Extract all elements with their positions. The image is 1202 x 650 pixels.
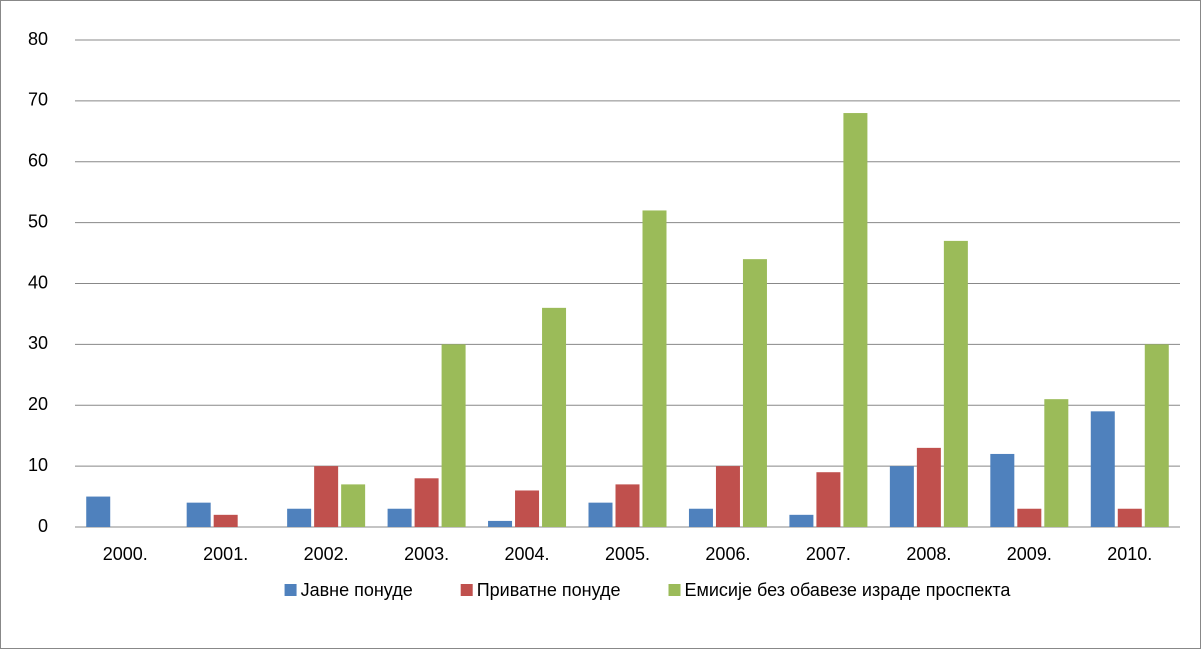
x-tick-label: 2008. [906, 544, 951, 564]
x-tick-label: 2005. [605, 544, 650, 564]
bar [314, 466, 339, 527]
bar [715, 466, 740, 527]
legend-swatch [668, 584, 681, 596]
y-tick-label: 60 [28, 151, 48, 171]
bar [742, 259, 767, 527]
bar [943, 240, 968, 527]
x-tick-label: 2002. [304, 544, 349, 564]
bar [414, 478, 439, 527]
bar [843, 113, 868, 528]
x-tick-label: 2010. [1107, 544, 1152, 564]
legend-swatch [460, 584, 473, 596]
y-tick-label: 30 [28, 333, 48, 353]
x-tick-label: 2004. [505, 544, 550, 564]
x-tick-label: 2009. [1007, 544, 1052, 564]
bar [387, 508, 412, 527]
y-tick-label: 0 [38, 516, 48, 536]
y-tick-label: 10 [28, 455, 48, 475]
bar [341, 484, 366, 527]
x-tick-label: 2001. [203, 544, 248, 564]
bar [889, 466, 914, 527]
bar [213, 514, 238, 527]
x-tick-label: 2003. [404, 544, 449, 564]
bar [789, 514, 814, 527]
legend-label: Емисије без обавезе израде проспекта [685, 580, 1012, 600]
bar [588, 502, 613, 527]
y-tick-label: 40 [28, 272, 48, 292]
x-tick-label: 2000. [103, 544, 148, 564]
legend-label: Приватне понуде [477, 580, 621, 600]
bar [515, 490, 540, 527]
legend-label: Јавне понуде [301, 580, 413, 600]
bar [615, 484, 640, 527]
bar [916, 447, 941, 527]
bar [287, 508, 312, 527]
y-tick-label: 70 [28, 90, 48, 110]
bar [1044, 399, 1069, 527]
bar [488, 520, 513, 527]
bar [542, 307, 567, 527]
y-tick-label: 20 [28, 394, 48, 414]
legend-swatch [284, 584, 297, 596]
bar [1090, 411, 1115, 527]
bar [990, 453, 1015, 527]
x-tick-label: 2007. [806, 544, 851, 564]
bar [1117, 508, 1142, 527]
y-tick-label: 80 [28, 29, 48, 49]
bar [642, 210, 667, 527]
bar [441, 344, 466, 527]
bar [1017, 508, 1042, 527]
bar [688, 508, 713, 527]
bar [816, 472, 841, 527]
bar [1144, 344, 1169, 527]
bar [86, 496, 111, 527]
x-tick-label: 2006. [705, 544, 750, 564]
y-tick-label: 50 [28, 211, 48, 231]
bar [186, 502, 211, 527]
